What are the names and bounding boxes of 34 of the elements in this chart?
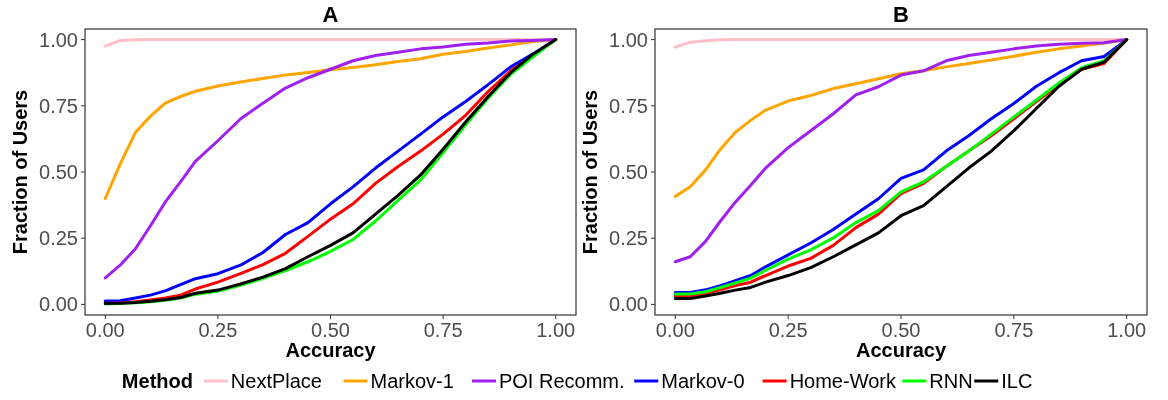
- x-tick-label: 0.75: [423, 319, 463, 341]
- y-tick-label: 0.50: [39, 161, 78, 183]
- y-axis-title: Fraction of Users: [579, 89, 601, 255]
- legend-label: Markov-0: [661, 370, 745, 392]
- y-tick-label: 0.00: [609, 293, 648, 316]
- x-tick-label: 0.00: [85, 319, 125, 341]
- x-tick-label: 0.00: [655, 319, 695, 341]
- y-tick-label: 1.00: [39, 28, 78, 51]
- legend-title: Method: [121, 370, 193, 392]
- x-tick-label: 0.75: [994, 319, 1034, 341]
- legend-label: ILC: [1001, 370, 1033, 392]
- legend-label: NextPlace: [230, 370, 323, 392]
- y-tick-label: 0.75: [609, 94, 648, 117]
- x-tick-label: 0.50: [311, 319, 350, 341]
- x-tick-label: 0.25: [768, 319, 808, 341]
- chart-title: B: [893, 2, 909, 27]
- y-tick-label: 0.75: [39, 94, 78, 117]
- chart-title: A: [322, 2, 339, 27]
- legend-label: Home-Work: [789, 370, 897, 392]
- x-axis-title: Accuracy: [285, 339, 377, 361]
- legend-label: RNN: [929, 370, 973, 392]
- x-axis-title: Accuracy: [855, 339, 947, 361]
- y-axis-title: Fraction of Users: [9, 89, 31, 255]
- x-tick-label: 0.50: [881, 319, 921, 341]
- y-tick-label: 0.25: [609, 227, 648, 250]
- y-tick-label: 1.00: [609, 28, 648, 51]
- x-tick-label: 0.25: [198, 319, 238, 341]
- legend-label: POI Recomm.: [498, 370, 625, 392]
- y-tick-label: 0.25: [39, 227, 78, 250]
- y-tick-label: 0.50: [609, 161, 648, 183]
- x-tick-label: 1.00: [1107, 319, 1147, 341]
- y-tick-label: 0.00: [39, 293, 78, 316]
- x-tick-label: 1.00: [536, 319, 576, 341]
- legend-label: Markov-1: [370, 370, 454, 392]
